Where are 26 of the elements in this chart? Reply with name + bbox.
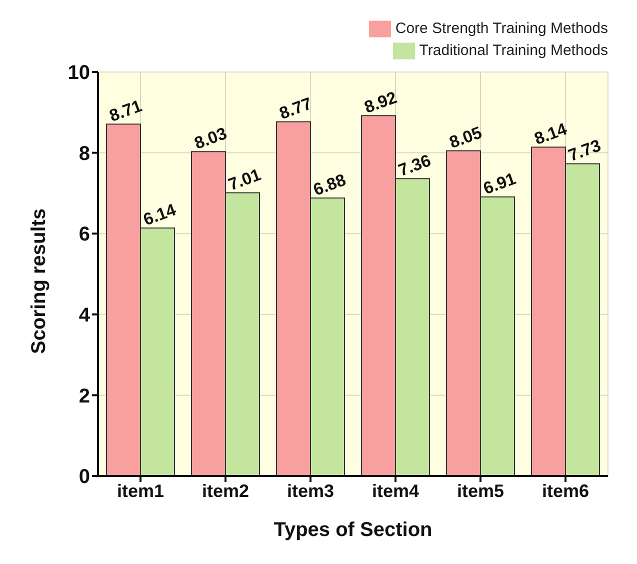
y-tick-label: 8 (78, 142, 90, 165)
x-tick-label: item6 (542, 480, 590, 501)
y-tick-label: 0 (78, 466, 90, 488)
data-label: 6.88 (310, 170, 348, 200)
data-label: 8.77 (276, 94, 314, 124)
legend-label: Core Strength Training Methods (395, 20, 608, 37)
data-label: 6.91 (480, 169, 518, 198)
data-label: 8.71 (106, 96, 144, 126)
legend-label: Traditional Training Methods (419, 42, 608, 59)
data-label: 8.92 (362, 88, 400, 118)
x-tick-label: item4 (372, 480, 420, 501)
data-label: 7.01 (226, 165, 264, 194)
x-tick-label: item2 (202, 480, 250, 501)
x-tick-label: item5 (456, 480, 504, 501)
data-label: 7.36 (396, 150, 434, 180)
y-tick-label: 2 (78, 385, 90, 408)
data-label: 6.14 (140, 200, 179, 230)
y-tick-label: 6 (78, 224, 90, 246)
y-tick-label: 10 (68, 62, 90, 84)
y-axis-title: Scoring results (28, 208, 50, 354)
x-tick-label: item3 (286, 480, 334, 501)
data-label: 8.03 (192, 124, 230, 154)
x-axis-title: Types of Section (274, 519, 432, 541)
data-label: 8.05 (446, 123, 484, 152)
y-tick-label: 4 (78, 304, 91, 326)
x-tick-label: item1 (116, 480, 164, 501)
